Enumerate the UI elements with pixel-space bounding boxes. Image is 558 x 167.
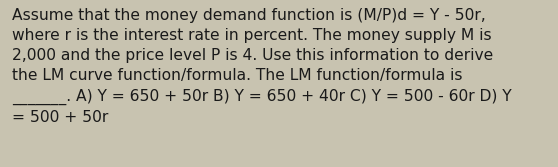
Text: Assume that the money demand function is (M/P)d = Y - 50r,
where r is the intere: Assume that the money demand function is…	[12, 8, 512, 125]
